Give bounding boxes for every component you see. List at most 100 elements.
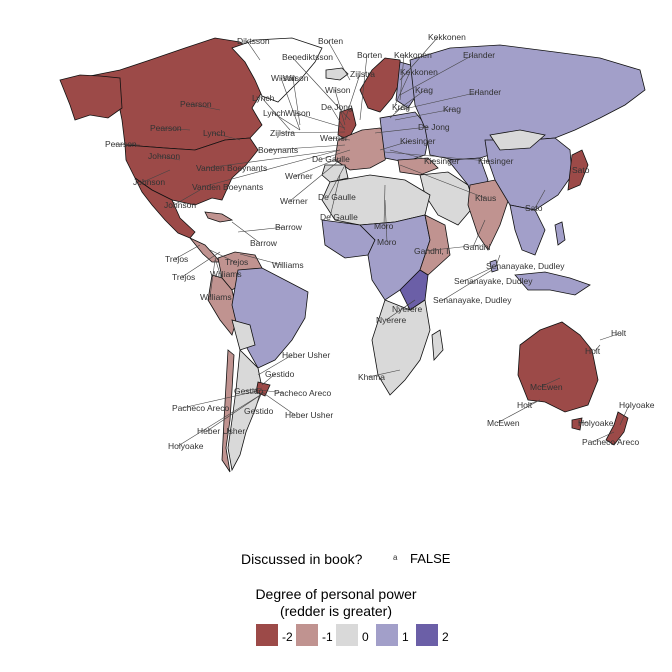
leader-line bbox=[394, 89, 426, 113]
leader-line bbox=[619, 404, 630, 426]
leader-line bbox=[384, 151, 489, 162]
leader-name-label: Holyoake bbox=[619, 400, 655, 410]
label-leader-lines bbox=[114, 36, 630, 447]
leader-line bbox=[231, 221, 261, 244]
country-bolivia bbox=[231, 319, 256, 351]
country-new-zealand bbox=[605, 411, 629, 446]
leader-name-label: Erlander bbox=[463, 50, 495, 60]
leader-line bbox=[243, 387, 263, 392]
leader-name-label: De Jong bbox=[418, 122, 450, 132]
leader-line bbox=[206, 393, 263, 432]
country-japan bbox=[567, 149, 589, 191]
leader-name-label: Pearson bbox=[105, 139, 137, 149]
leader-line bbox=[329, 174, 341, 218]
leader-line bbox=[267, 144, 346, 151]
leader-name-label: Moro bbox=[374, 221, 394, 231]
country-tanzania bbox=[399, 269, 429, 311]
leader-line bbox=[279, 131, 346, 134]
power-swatch bbox=[376, 624, 398, 646]
leader-line bbox=[359, 54, 368, 121]
leader-line bbox=[399, 36, 439, 81]
leader-line bbox=[205, 149, 341, 169]
country-china bbox=[484, 137, 573, 211]
leader-name-label: Senanayake, Dudley bbox=[433, 295, 512, 305]
leader-line bbox=[214, 257, 221, 275]
leader-line bbox=[334, 89, 346, 126]
leader-line bbox=[599, 332, 622, 341]
leader-line bbox=[591, 431, 615, 443]
leader-line bbox=[594, 344, 601, 352]
leader-name-label: McEwen bbox=[530, 382, 563, 392]
leader-name-label: Nyerere bbox=[376, 315, 407, 325]
power-legend-title: Degree of personal power (redder is grea… bbox=[0, 586, 672, 620]
leader-name-label: Vanden Boeynants bbox=[192, 182, 263, 192]
leader-name-label: Sato bbox=[572, 165, 590, 175]
country-caribbean bbox=[204, 211, 234, 223]
leader-line bbox=[384, 199, 388, 243]
leader-name-label: Pearson bbox=[180, 99, 212, 109]
leader-line bbox=[173, 189, 201, 206]
leader-name-label: Wilson bbox=[285, 108, 311, 118]
country-iceland bbox=[325, 67, 349, 81]
leader-name-label: Kiesinger bbox=[400, 136, 436, 146]
leader-name-label: Gestido bbox=[234, 386, 264, 396]
leader-name-label: Kekkonen bbox=[428, 32, 466, 42]
leader-name-label: Pacheco Areco bbox=[274, 388, 331, 398]
power-swatch bbox=[296, 624, 318, 646]
leader-name-label: Holt bbox=[611, 328, 627, 338]
leader-line bbox=[272, 112, 301, 131]
leader-name-label: Holyoake bbox=[168, 441, 204, 451]
label-layer: Diktsson Borten Kekkonen Benediktsson Borten… bbox=[105, 32, 655, 451]
leader-name-label: Kiesinger bbox=[424, 156, 460, 166]
leader-line bbox=[394, 71, 411, 106]
leader-name-label: Senanayake, Dudley bbox=[454, 276, 533, 286]
country-mongolia bbox=[489, 129, 546, 151]
country-se-asia bbox=[509, 204, 546, 256]
leader-name-label: Gandhi bbox=[463, 242, 491, 252]
power-swatch-label: 1 bbox=[402, 630, 409, 644]
leader-line bbox=[294, 157, 341, 177]
leader-name-label: Kekkonen bbox=[394, 50, 432, 60]
leader-line bbox=[261, 373, 276, 386]
leader-name-label: Williams bbox=[210, 269, 242, 279]
country-alaska bbox=[59, 74, 123, 121]
leader-name-label: De Gaulle bbox=[318, 192, 356, 202]
power-swatch-label: 0 bbox=[362, 630, 369, 644]
leader-name-label: Williams bbox=[272, 260, 304, 270]
leader-line bbox=[495, 254, 501, 267]
leader-line bbox=[212, 132, 241, 141]
leader-name-label: Zijlstra bbox=[270, 128, 295, 138]
discussed-legend-value: FALSE bbox=[410, 551, 451, 566]
leader-line bbox=[327, 40, 351, 81]
leader-name-label: Gandhi, I. bbox=[414, 246, 451, 256]
power-legend-title-line2: (redder is greater) bbox=[279, 603, 393, 619]
leader-line bbox=[209, 259, 216, 298]
leader-line bbox=[389, 149, 435, 162]
leader-name-label: Werner bbox=[320, 133, 348, 143]
leader-line bbox=[181, 251, 221, 278]
leader-name-label: Lynch bbox=[252, 93, 275, 103]
discussed-legend-key: a bbox=[393, 553, 398, 562]
leader-line bbox=[539, 377, 561, 388]
country-greenland bbox=[231, 37, 323, 103]
leader-line bbox=[189, 103, 221, 111]
leader-name-label: Benediktsson bbox=[282, 52, 333, 62]
leader-name-label: Pearson bbox=[150, 123, 182, 133]
country-southern-africa bbox=[371, 299, 431, 396]
leader-line bbox=[157, 155, 181, 161]
leader-name-label: De Gaulle bbox=[312, 154, 350, 164]
leader-line bbox=[379, 140, 411, 151]
country-australia bbox=[517, 321, 599, 413]
leader-line bbox=[181, 389, 263, 409]
leader-line bbox=[321, 149, 351, 160]
leader-name-label: Erlander bbox=[469, 87, 501, 97]
power-swatch bbox=[416, 624, 438, 646]
leader-line bbox=[330, 106, 346, 131]
leader-line bbox=[280, 77, 301, 131]
leader-name-label: Gestido bbox=[244, 406, 274, 416]
leader-line bbox=[327, 164, 346, 198]
leader-name-label: Heber Usher bbox=[285, 410, 333, 420]
leader-line bbox=[496, 399, 541, 424]
leader-name-label: Williams bbox=[200, 292, 232, 302]
leader-name-label: Trejos bbox=[225, 257, 248, 267]
